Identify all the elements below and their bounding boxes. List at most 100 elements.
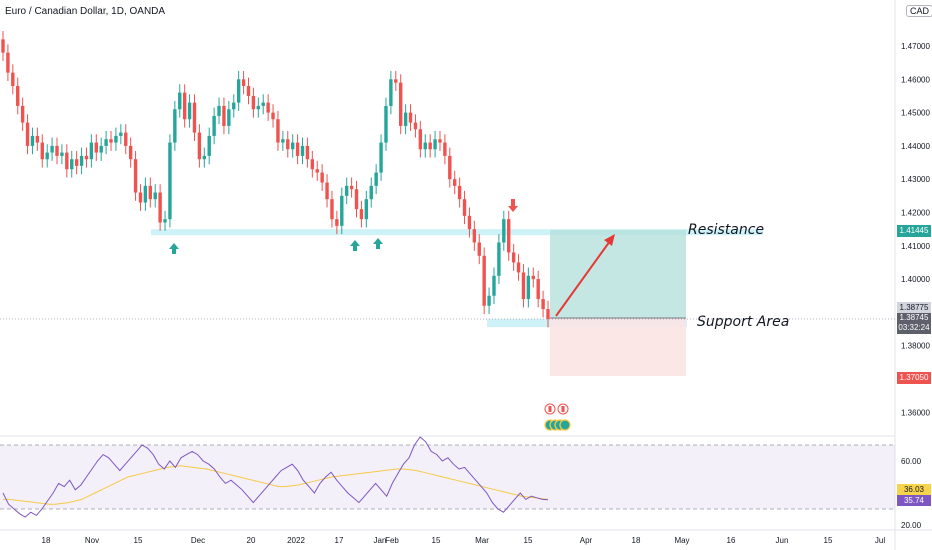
x-tick-label: Mar	[475, 536, 489, 545]
y-tick-label: 1.44000	[901, 142, 930, 151]
candle-body	[477, 242, 481, 256]
candle-body	[536, 279, 540, 300]
candle-body	[133, 159, 138, 193]
resistance-zone	[151, 229, 763, 236]
candle-body	[55, 145, 59, 156]
candle-body	[335, 219, 339, 226]
up-arrow-shape	[169, 243, 179, 254]
candle-body	[379, 142, 383, 173]
x-tick-label: Jan	[374, 536, 387, 545]
candle-body	[16, 85, 20, 106]
candle-body	[374, 172, 378, 186]
x-tick-label: Nov	[85, 536, 99, 545]
candle-body	[40, 142, 44, 160]
candle-body	[521, 272, 526, 300]
candle-body	[507, 219, 511, 253]
y-tick-label: 1.42000	[901, 209, 930, 218]
candle-body	[30, 135, 35, 146]
candle-body	[349, 185, 354, 190]
candle-body	[354, 189, 359, 210]
chart-title: Euro / Canadian Dollar, 1D, OANDA	[5, 6, 166, 17]
candle-body	[153, 192, 157, 200]
rsi-value-tag: 35.74	[897, 495, 931, 506]
support-area-label: Support Area	[697, 314, 790, 330]
currency-badge[interactable]: CAD	[906, 5, 932, 17]
rsi-ma-tag: 36.03	[897, 484, 931, 495]
candle-body	[158, 192, 162, 223]
candle-body	[25, 122, 30, 146]
candle-body	[45, 152, 49, 160]
candle-body	[119, 132, 123, 136]
markers	[169, 199, 615, 431]
candle-body	[148, 185, 152, 200]
current-price-tag: 1.38745 03:32:24	[897, 313, 931, 334]
candle-body	[344, 185, 349, 196]
candlestick-series	[1, 31, 550, 328]
candle-body	[389, 79, 393, 106]
candle-body	[438, 139, 442, 143]
x-tick-label: 15	[824, 536, 833, 545]
candle-body	[492, 275, 496, 296]
candle-body	[251, 95, 256, 110]
rsi-y-tick-label: 20.00	[901, 521, 922, 530]
rsi-band	[0, 445, 895, 509]
x-tick-label: 15	[524, 536, 533, 545]
candle-body	[300, 145, 305, 156]
candle-body	[403, 112, 408, 126]
candle-body	[408, 112, 413, 123]
candle-body	[482, 255, 486, 306]
y-tick-label: 1.38000	[901, 342, 930, 351]
price-axis[interactable]: 1.47000 1.46000 1.45000 1.44000 1.43000 1.420…	[901, 42, 930, 530]
candle-body	[182, 92, 187, 120]
x-tick-label: 15	[432, 536, 441, 545]
candle-body	[487, 295, 491, 306]
candle-body	[266, 102, 270, 113]
last-price-tag: 1.38775	[897, 302, 931, 314]
x-tick-label: 18	[42, 536, 51, 545]
candle-body	[413, 122, 418, 130]
candle-body	[340, 195, 344, 226]
x-tick-label: May	[674, 536, 689, 545]
x-tick-label: 20	[247, 536, 256, 545]
y-tick-label: 1.36000	[901, 408, 930, 417]
candle-body	[207, 135, 211, 156]
y-tick-label: 1.41000	[901, 242, 930, 251]
candle-body	[472, 229, 477, 243]
candle-body	[394, 79, 398, 83]
candle-body	[246, 85, 251, 96]
candle-body	[364, 199, 369, 220]
candle-body	[79, 155, 84, 166]
candle-body	[286, 139, 290, 150]
candle-body	[65, 152, 69, 170]
candle-body	[89, 142, 94, 160]
candle-body	[305, 145, 310, 160]
candle-body	[222, 105, 226, 126]
candle-body	[295, 142, 300, 156]
candle-body	[418, 129, 423, 150]
down-arrow-shape	[508, 199, 518, 212]
candle-body	[531, 275, 535, 280]
rsi-line	[2, 436, 549, 518]
y-tick-label: 1.47000	[901, 42, 930, 51]
candle-body	[168, 142, 172, 220]
candle-body	[74, 159, 79, 166]
x-tick-label: Apr	[580, 536, 593, 545]
candle-body	[526, 275, 531, 300]
candle-body	[453, 179, 457, 186]
candle-body	[60, 152, 64, 156]
candle-body	[467, 215, 472, 230]
candle-body	[236, 79, 241, 103]
candle-body	[399, 82, 403, 126]
candle-body	[281, 139, 285, 143]
candle-body	[428, 142, 432, 150]
current-price-value: 1.38745	[899, 313, 929, 322]
candle-body	[173, 109, 177, 143]
candle-body	[99, 145, 103, 153]
candle-body	[187, 102, 192, 120]
candle-body	[104, 139, 108, 146]
candle-body	[202, 155, 207, 160]
up-arrow-shape	[373, 238, 383, 249]
